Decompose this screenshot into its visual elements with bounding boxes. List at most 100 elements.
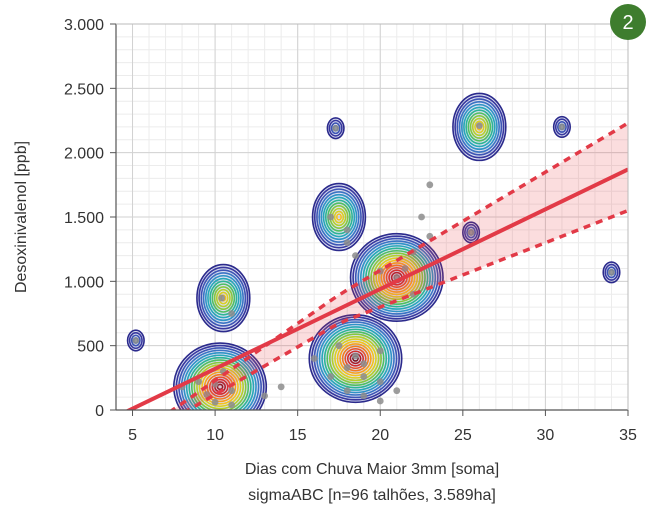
density-contour [331, 335, 380, 382]
density-contour [328, 333, 382, 384]
badge-label: 2 [622, 12, 633, 34]
density-contour [326, 330, 385, 387]
density-contour [606, 266, 617, 279]
density-contour [321, 326, 390, 391]
density-contour [211, 283, 236, 313]
data-point [335, 342, 343, 350]
regression-line [125, 167, 628, 410]
data-point [376, 378, 384, 386]
density-contour [383, 264, 411, 291]
density-contour [211, 378, 229, 395]
density-contour [465, 109, 494, 145]
density-contour [352, 235, 442, 320]
density-peak [311, 182, 367, 252]
ci-lower-line [184, 208, 628, 410]
density-contour [467, 112, 492, 142]
data-point [418, 213, 425, 221]
density-contour [357, 240, 437, 315]
y-axis-label: Desoxinivalenol [ppb] [13, 141, 30, 293]
density-contour [216, 383, 224, 391]
density-contour [201, 369, 239, 405]
chart-subtitle: sigmaABC [n=96 talhões, 3.589ha] [248, 487, 496, 504]
density-contour [190, 359, 250, 410]
density-contour [344, 348, 367, 370]
density-contour [557, 120, 567, 133]
density-contour [213, 286, 233, 311]
data-point [203, 391, 211, 398]
y-tick-label: 1.000 [64, 274, 104, 291]
data-point [218, 294, 226, 302]
density-contour [334, 338, 377, 379]
density-contour [552, 115, 571, 139]
y-tick-label: 1.500 [64, 210, 104, 227]
data-point [360, 360, 368, 368]
density-contour [323, 328, 388, 389]
density-contour [349, 232, 444, 323]
data-point [393, 387, 401, 395]
density-contour [362, 245, 431, 310]
x-tick-label: 25 [454, 427, 472, 444]
density-contour [126, 329, 145, 352]
data-point [327, 213, 335, 221]
data-point [228, 310, 236, 317]
y-tick-label: 2.000 [64, 146, 104, 163]
data-point [343, 226, 351, 234]
density-contour [346, 350, 364, 367]
density-contour [464, 223, 479, 241]
density-contour [452, 92, 507, 162]
density-contour [458, 101, 500, 153]
density-contour [339, 343, 372, 374]
y-axis-ticks: 0 500 1.000 1.500 2.000 2.500 3.000 [64, 17, 116, 420]
density-contour [602, 261, 621, 284]
x-tick-label: 30 [537, 427, 555, 444]
density-contour [474, 120, 485, 134]
density-contour [318, 191, 360, 243]
data-point [228, 387, 236, 395]
x-axis-ticks: 5 10 15 20 25 30 35 [128, 410, 637, 444]
density-contour [469, 114, 489, 139]
density-contour [130, 334, 141, 347]
data-point [195, 378, 202, 386]
x-tick-label: 15 [289, 427, 307, 444]
density-contour [456, 98, 503, 156]
regression-overlay [125, 121, 628, 410]
density-contour [193, 361, 247, 410]
density-contour [328, 119, 343, 137]
x-tick-label: 10 [206, 427, 224, 444]
density-contour [360, 242, 434, 313]
data-point [343, 364, 351, 371]
badge-circle [610, 4, 646, 40]
data-point [228, 401, 236, 409]
data-point [277, 383, 285, 391]
density-contour [372, 254, 421, 301]
data-point [426, 181, 434, 189]
y-tick-label: 0 [95, 403, 104, 420]
data-point [343, 239, 351, 247]
density-contour [308, 313, 403, 404]
data-point [558, 123, 566, 131]
data-point [211, 398, 219, 406]
density-contour [202, 272, 244, 324]
density-contour [471, 117, 487, 137]
density-contour [460, 103, 498, 151]
density-contour [336, 340, 375, 377]
data-point [401, 265, 409, 272]
data-point [261, 392, 269, 400]
x-axis-label: Dias com Chuva Maior 3mm [soma] [245, 461, 499, 478]
badge: 2 [610, 4, 646, 40]
density-contour [316, 188, 362, 246]
density-contour [204, 274, 242, 322]
data-point [467, 229, 475, 236]
x-tick-label: 20 [371, 427, 389, 444]
density-contour [198, 266, 249, 330]
ci-upper-line [169, 121, 628, 410]
density-contour [215, 288, 231, 308]
data-point [310, 355, 318, 362]
density-contour [333, 210, 345, 224]
x-tick-label: 5 [128, 427, 137, 444]
data-point [475, 122, 483, 130]
density-contour [554, 118, 569, 136]
density-contour [604, 263, 619, 281]
